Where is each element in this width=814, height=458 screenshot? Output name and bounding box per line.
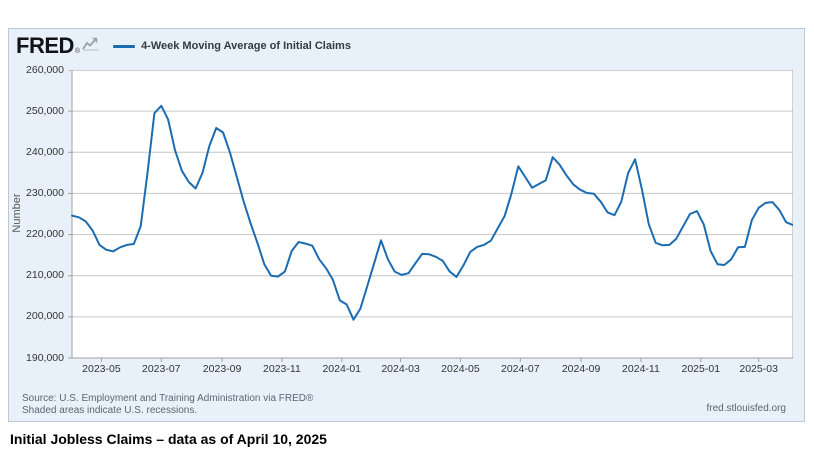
chart-plot-area[interactable] <box>67 70 793 364</box>
x-tick-label: 2024-01 <box>322 363 362 375</box>
legend-series-label[interactable]: 4-Week Moving Average of Initial Claims <box>141 40 351 52</box>
y-tick-label: 200,000 <box>26 310 64 323</box>
y-tick-label: 250,000 <box>26 104 64 117</box>
legend: 4-Week Moving Average of Initial Claims <box>113 40 351 52</box>
x-tick-label: 2024-09 <box>561 363 601 375</box>
source-line-1: Source: U.S. Employment and Training Adm… <box>22 393 314 404</box>
y-tick-label: 190,000 <box>26 351 64 364</box>
registered-mark-icon: ® <box>74 48 81 55</box>
x-tick-label: 2023-05 <box>82 363 121 375</box>
x-tick-label: 2023-11 <box>263 363 301 375</box>
fred-site-link[interactable]: fred.stlouisfed.org <box>706 403 787 414</box>
x-tick-label: 2024-07 <box>501 363 540 375</box>
y-tick-label: 210,000 <box>26 269 64 282</box>
fred-logo[interactable]: FRED ® <box>16 35 101 57</box>
y-tick-label: 240,000 <box>26 145 64 158</box>
x-tick-label: 2023-07 <box>141 363 181 375</box>
x-tick-label: 2023-09 <box>202 363 242 375</box>
x-tick-label: 2025-01 <box>681 363 721 375</box>
y-tick-label: 220,000 <box>26 228 64 241</box>
source-line-2: Shaded areas indicate U.S. recessions. <box>22 405 198 416</box>
widget-header: FRED ® 4-Week Moving Average of Initial … <box>16 33 351 59</box>
legend-line-swatch-icon <box>113 44 136 48</box>
x-tick-label: 2024-05 <box>441 363 480 375</box>
y-tick-label: 260,000 <box>26 63 64 76</box>
fred-logo-chart-icon <box>82 37 101 56</box>
x-tick-label: 2025-03 <box>739 363 778 375</box>
fred-logo-text: FRED <box>16 33 74 58</box>
y-tick-label: 230,000 <box>26 186 64 199</box>
source-note: Source: U.S. Employment and Training Adm… <box>22 393 313 417</box>
x-tick-label: 2024-11 <box>622 363 660 375</box>
x-tick-label: 2024-03 <box>381 363 420 375</box>
chart-caption: Initial Jobless Claims – data as of Apri… <box>10 431 327 447</box>
